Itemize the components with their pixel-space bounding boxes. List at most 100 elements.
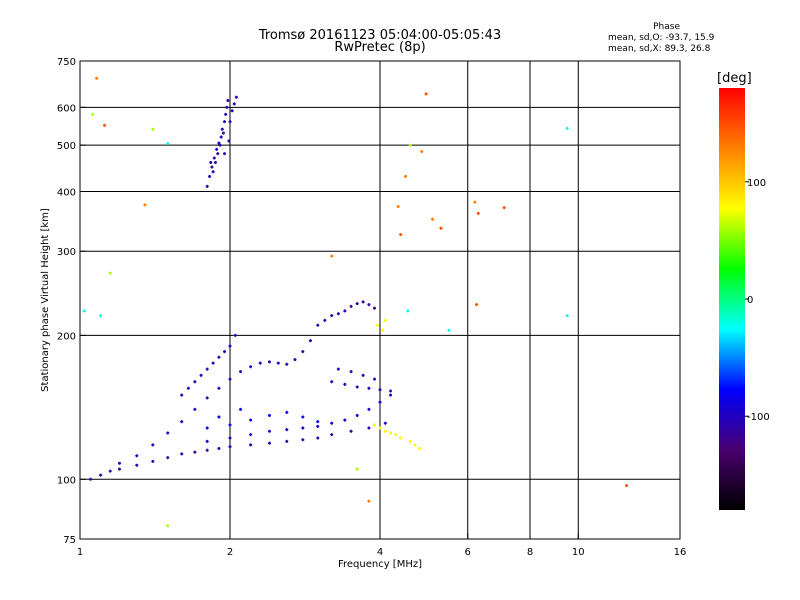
y-tick-label: 100: [57, 475, 76, 486]
data-point: [301, 350, 305, 354]
data-point: [565, 126, 569, 130]
phase-stats-o: mean, sd,O: -93.7, 15.9: [608, 33, 715, 43]
y-axis-label: Stationary phase Virtual Height [km]: [40, 208, 51, 392]
data-point: [199, 373, 203, 377]
data-point: [205, 439, 209, 443]
y-tick-label: 600: [57, 103, 76, 114]
data-point: [367, 303, 371, 307]
data-point: [166, 431, 170, 435]
data-point: [349, 370, 353, 374]
y-tick-label: 500: [57, 141, 76, 152]
data-point: [166, 456, 170, 460]
data-point: [135, 454, 139, 458]
data-point: [373, 377, 377, 381]
data-point: [220, 127, 224, 131]
data-point: [389, 389, 393, 393]
data-point: [285, 362, 289, 366]
colorbar-tick-label: 100: [747, 178, 766, 189]
data-point: [227, 139, 231, 143]
data-point: [230, 109, 234, 113]
data-point: [223, 152, 227, 156]
data-point: [431, 217, 435, 221]
data-point: [95, 76, 99, 80]
data-point: [228, 445, 232, 449]
data-point: [293, 358, 297, 362]
data-point: [117, 467, 121, 471]
data-point: [224, 112, 228, 116]
y-tick-label: 300: [57, 247, 76, 258]
data-point: [267, 429, 271, 433]
data-point: [205, 426, 209, 430]
data-point: [355, 302, 359, 306]
data-point: [413, 443, 417, 447]
data-point: [343, 418, 347, 422]
data-point: [208, 174, 212, 178]
data-point: [476, 211, 480, 215]
data-point: [475, 303, 479, 307]
data-point: [108, 271, 112, 275]
data-point: [193, 450, 197, 454]
data-point: [267, 441, 271, 445]
data-point: [301, 415, 305, 419]
data-point: [383, 421, 387, 425]
data-point: [396, 205, 400, 209]
data-point: [151, 459, 155, 463]
data-point: [375, 323, 379, 327]
x-tick-label: 6: [465, 547, 471, 558]
y-axis-ticks: 75 100 200 300 400 500 600 750: [57, 57, 86, 546]
data-point: [228, 120, 232, 124]
y-tick-label: 75: [63, 535, 76, 546]
data-point: [308, 339, 312, 343]
data-point: [502, 206, 506, 210]
data-point: [389, 431, 393, 435]
data-point: [383, 429, 387, 433]
data-point: [355, 467, 359, 471]
colorbar-unit-label: [deg]: [717, 71, 752, 86]
data-point: [228, 423, 232, 427]
data-point: [378, 426, 382, 430]
data-point: [228, 344, 232, 348]
data-point: [399, 436, 403, 440]
data-point: [99, 314, 103, 318]
data-point: [103, 123, 107, 127]
data-point: [91, 112, 95, 116]
data-point: [285, 439, 289, 443]
chart-subtitle: RwPretec (8p): [334, 40, 426, 55]
y-tick-label: 200: [57, 331, 76, 342]
data-point: [330, 421, 334, 425]
data-point: [330, 314, 334, 318]
data-point: [193, 407, 197, 411]
data-point: [239, 370, 243, 374]
data-point: [399, 233, 403, 237]
data-point: [349, 429, 353, 433]
data-point: [355, 413, 359, 417]
data-point: [378, 388, 382, 392]
data-point: [285, 428, 289, 432]
x-tick-label: 2: [227, 547, 233, 558]
data-point: [228, 436, 232, 440]
data-point: [394, 433, 398, 437]
data-point: [135, 463, 139, 467]
colorbar-gradient: [719, 88, 745, 510]
data-point: [336, 312, 340, 316]
y-tick-label: 750: [57, 57, 76, 68]
data-point: [316, 436, 320, 440]
x-axis-label: Frequency [MHz]: [338, 559, 422, 570]
data-point: [205, 184, 209, 188]
data-point: [210, 165, 214, 169]
data-point: [218, 143, 222, 147]
data-point: [233, 333, 237, 337]
data-point: [330, 254, 334, 258]
x-tick-label: 16: [674, 547, 687, 558]
data-point: [166, 142, 170, 146]
data-point: [219, 135, 223, 139]
data-point: [205, 367, 209, 371]
data-point: [117, 461, 121, 465]
data-point: [211, 361, 215, 365]
data-point: [221, 131, 225, 135]
data-point: [249, 433, 253, 437]
data-point: [217, 386, 221, 390]
chart-title: Tromsø 20161123 05:04:00-05:05:43: [258, 28, 502, 43]
data-point: [625, 484, 629, 488]
